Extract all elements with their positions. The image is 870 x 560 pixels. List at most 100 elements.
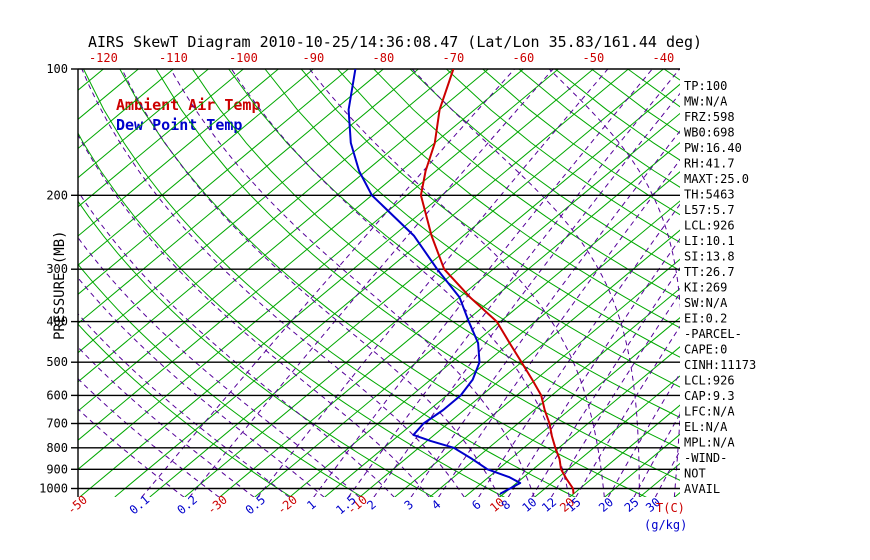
isotherm-line	[78, 69, 489, 412]
stat-line: KI:269	[684, 281, 727, 295]
dry-adiabat-line	[228, 69, 680, 419]
pressure-tick-label: 100	[46, 62, 68, 76]
mixing-ratio-label: 0.1	[127, 493, 153, 518]
stat-line: MW:N/A	[684, 95, 728, 109]
moist-adiabat-line	[170, 69, 535, 497]
moist-adiabat-line	[231, 69, 570, 497]
isotherm-line	[78, 69, 454, 383]
bottom-temp-label: -50	[64, 493, 90, 518]
isotherm-line	[289, 171, 680, 497]
skewt-background-lines	[0, 69, 870, 497]
mixing-ratio-line	[141, 69, 515, 497]
mixing-ratio-line	[478, 203, 680, 497]
dew-point-curve	[347, 69, 522, 495]
mixing-ratio-label: 20	[596, 495, 616, 515]
stat-line: WB0:698	[684, 126, 735, 140]
dry-adiabat-line	[78, 200, 435, 497]
legend-ambient-air-temp: Ambient Air Temp	[116, 96, 261, 114]
top-temp-label: -90	[303, 51, 325, 65]
moist-adiabat-line	[78, 346, 255, 497]
mixing-unit-label: (g/kg)	[644, 518, 687, 532]
ambient-temp-curve	[419, 69, 575, 494]
stat-line: -PARCEL-	[684, 327, 742, 341]
isotherm-line	[78, 69, 174, 150]
top-temp-label: -60	[513, 51, 535, 65]
isotherm-line	[429, 287, 680, 497]
mixing-ratio-label: 12	[539, 495, 559, 515]
mixing-ratio-line	[373, 92, 680, 497]
moist-adiabat-line	[78, 190, 395, 497]
dry-adiabat-line	[78, 323, 293, 497]
mixing-ratio-label: 4	[429, 497, 444, 512]
isotherm-line	[745, 69, 870, 497]
mixing-ratio-line	[347, 69, 680, 497]
isotherm-line	[78, 69, 419, 354]
isotherm-line	[0, 69, 33, 497]
mixing-ratio-label: 0.5	[243, 493, 269, 518]
mixing-ratio-label: 6	[469, 497, 484, 512]
legend-dew-point-temp: Dew Point Temp	[116, 116, 242, 134]
isotherm-line	[394, 258, 680, 497]
dry-adiabat-line	[446, 69, 680, 243]
moist-adiabat-line	[78, 236, 360, 497]
sounding-profiles	[347, 69, 575, 495]
isotherm-line	[78, 69, 314, 266]
pressure-tick-label: 600	[46, 388, 68, 402]
isotherm-line	[534, 375, 680, 497]
top-temp-label: -110	[159, 51, 188, 65]
isotherm-line	[78, 69, 349, 295]
stat-line: CINH:11173	[684, 358, 756, 372]
dry-adiabat-line	[373, 69, 680, 300]
pressure-tick-label: 1000	[39, 482, 68, 496]
stat-line: PW:16.40	[684, 141, 742, 155]
isotherm-line	[359, 229, 680, 497]
pressure-tick-label: 400	[46, 315, 68, 329]
stat-line: SW:N/A	[684, 296, 728, 310]
stat-line: EI:0.2	[684, 312, 727, 326]
moist-adiabat-line	[78, 133, 430, 497]
isotherm-line	[78, 69, 384, 325]
bottom-temp-label: -20	[274, 493, 300, 518]
isotherm-line	[78, 69, 524, 441]
mixing-ratio-line	[531, 267, 680, 497]
isotherm-line	[78, 69, 559, 470]
mixing-ratio-label: 25	[622, 495, 642, 515]
isotherm-line	[219, 112, 680, 497]
top-temp-label: -100	[229, 51, 258, 65]
top-temp-label: -70	[443, 51, 465, 65]
mixing-ratio-line	[313, 69, 653, 497]
isotherm-line	[149, 69, 664, 497]
mixing-ratio-line	[188, 69, 554, 497]
pressure-tick-label: 500	[46, 355, 68, 369]
moist-adiabat-line	[548, 69, 680, 497]
moist-adiabat-line	[121, 69, 500, 497]
pressure-tick-label: 700	[46, 417, 68, 431]
mixing-ratio-line	[575, 325, 680, 497]
moist-adiabat-line	[78, 377, 220, 497]
stat-line: LCL:926	[684, 374, 735, 388]
pressure-tick-label: 200	[46, 188, 68, 202]
stat-line: FRZ:598	[684, 110, 735, 124]
isotherm-line	[78, 69, 279, 237]
isotherm-line	[639, 462, 680, 497]
mixing-ratio-label: 3	[402, 497, 417, 512]
dry-adiabat-line	[300, 69, 680, 358]
stat-line: -WIND-	[684, 451, 727, 465]
dry-adiabat-line	[83, 69, 576, 497]
stat-line: LFC:N/A	[684, 405, 735, 419]
mixing-ratio-line	[410, 130, 680, 497]
mixing-ratio-line	[257, 69, 609, 497]
bottom-temp-label: -30	[204, 493, 230, 518]
isotherm-line	[499, 346, 680, 497]
dry-adiabat-line	[409, 69, 680, 272]
stat-line: TT:26.7	[684, 265, 735, 279]
stat-line: AVAIL	[684, 482, 720, 496]
moist-adiabat-line	[411, 69, 640, 497]
stat-line: NOT	[684, 467, 706, 481]
stat-line: MAXT:25.0	[684, 172, 749, 186]
mixing-ratio-line	[550, 292, 680, 497]
stat-line: MPL:N/A	[684, 436, 735, 450]
